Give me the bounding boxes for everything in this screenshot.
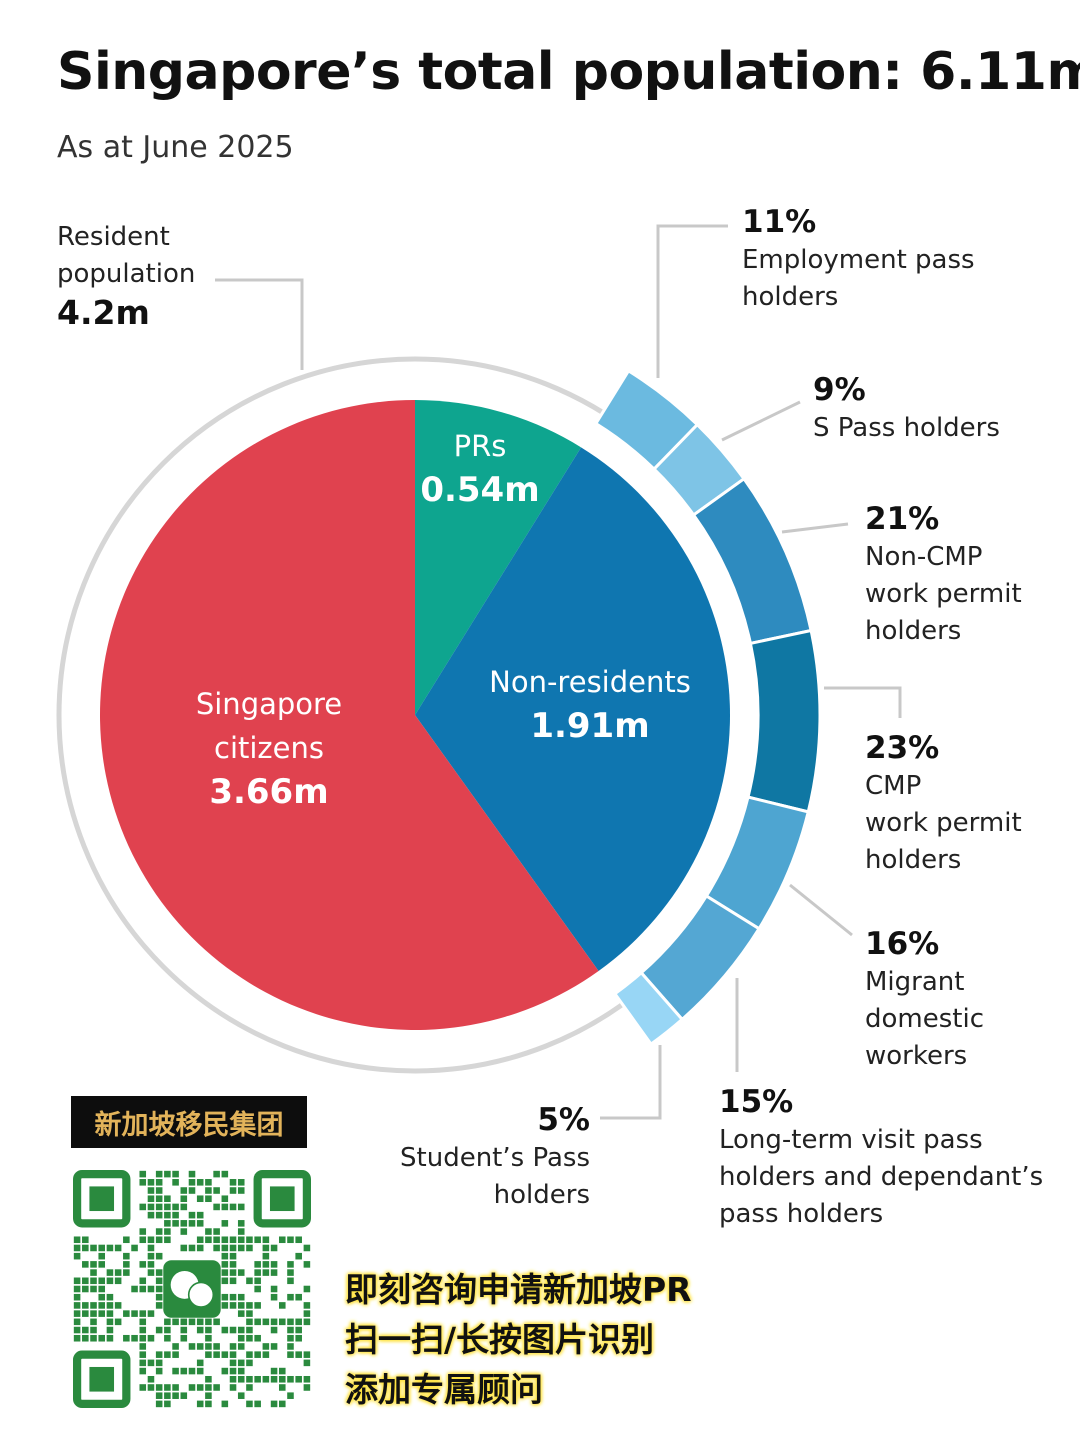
breakdown-arc-segment bbox=[612, 970, 685, 1047]
chart-title: Singapore’s total population: 6.11m bbox=[57, 42, 1080, 102]
pie-slice-singapore-citizens bbox=[100, 400, 599, 1030]
brand-logo: 新加坡移民集团 bbox=[71, 1096, 307, 1148]
nonresidents-label: Non-residents 1.91m bbox=[489, 665, 691, 746]
pie-slice-non-residents bbox=[415, 447, 730, 971]
noncmp-label: 21% Non-CMP work permit holders bbox=[865, 501, 1022, 646]
prs-label: PRs 0.54m bbox=[420, 429, 540, 510]
mdw-label: 16% Migrant domestic workers bbox=[865, 926, 984, 1071]
student-label: 5% Student’s Pass holders bbox=[400, 1102, 590, 1210]
ep-label: 11% Employment pass holders bbox=[742, 204, 975, 312]
chart-subtitle: As at June 2025 bbox=[57, 130, 294, 165]
ltvp-label: 15% Long-term visit pass holders and depe… bbox=[719, 1084, 1044, 1229]
pie-slice-prs bbox=[415, 400, 582, 715]
leader-lines bbox=[215, 224, 902, 1120]
wechat-qr-code[interactable] bbox=[72, 1170, 312, 1408]
resident-label: Resident population 4.2m bbox=[57, 222, 196, 332]
cmp-label: 23% CMP work permit holders bbox=[865, 730, 1022, 875]
spass-label: 9% S Pass holders bbox=[813, 372, 1000, 443]
breakdown-arc-segment bbox=[746, 628, 822, 814]
promo-text: 即刻咨询申请新加坡PR 扫一扫/长按图片识别 添加专属顾问 bbox=[345, 1270, 692, 1409]
citizens-label: Singapore citizens 3.66m bbox=[195, 687, 343, 812]
